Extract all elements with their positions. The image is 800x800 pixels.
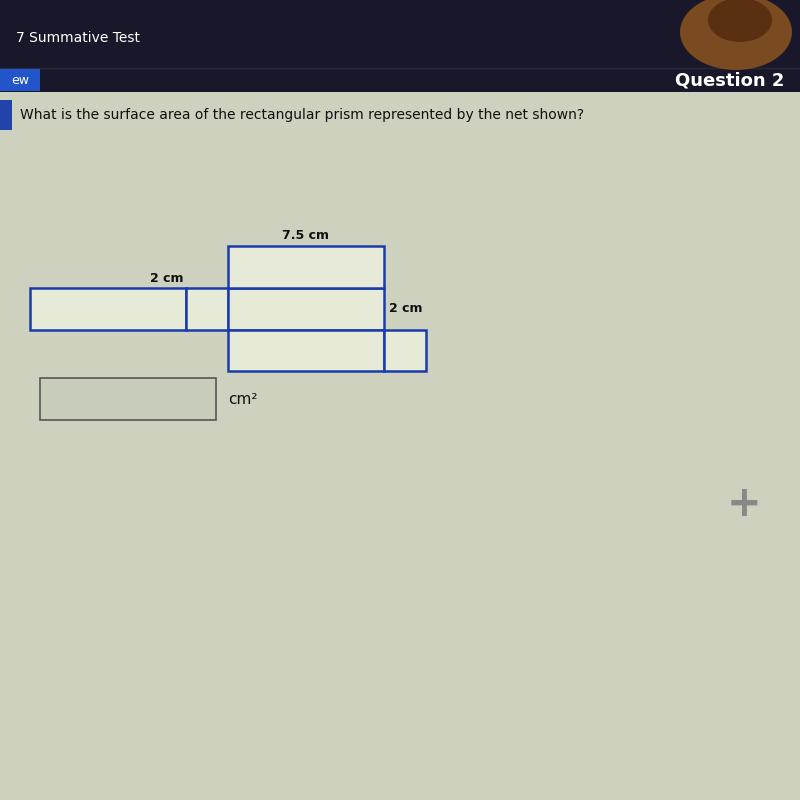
Text: 2 cm: 2 cm [150,272,183,285]
Bar [228,330,384,371]
Text: ew: ew [11,74,29,86]
Ellipse shape [680,0,792,70]
Text: +: + [726,483,762,525]
Text: What is the surface area of the rectangular prism represented by the net shown?: What is the surface area of the rectangu… [20,108,584,122]
Text: cm²: cm² [228,392,258,406]
Bar [30,288,186,330]
Text: 2 cm: 2 cm [389,302,422,315]
Bar [186,288,228,330]
Bar [228,288,384,330]
Bar [40,378,216,420]
Bar [0,100,12,130]
Bar [0,69,40,91]
Bar [0,0,800,92]
Bar [228,246,384,288]
Text: 7.5 cm: 7.5 cm [282,229,330,242]
Text: 7 Summative Test: 7 Summative Test [16,31,140,46]
Text: Question 2: Question 2 [674,71,784,89]
Bar [384,330,426,371]
Ellipse shape [708,0,772,42]
